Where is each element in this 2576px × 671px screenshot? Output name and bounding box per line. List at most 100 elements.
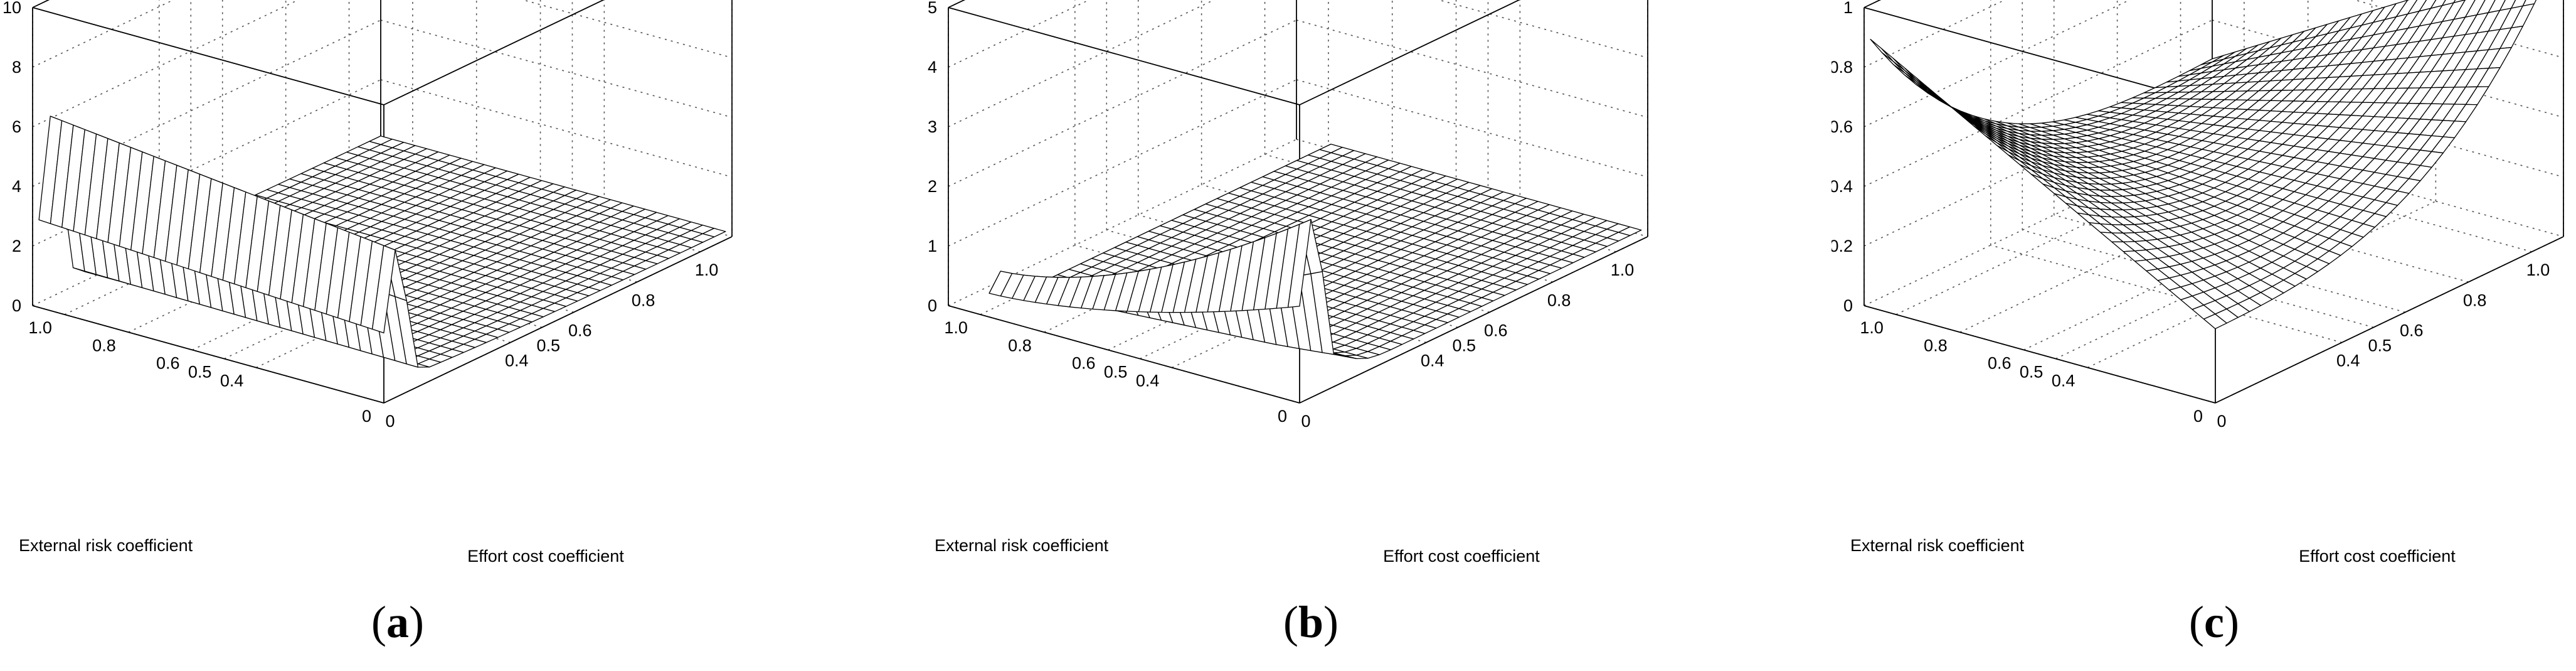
- z-tick-label: 0: [12, 296, 21, 315]
- surface-mesh: [38, 115, 726, 368]
- box-edge: [1299, 236, 1648, 404]
- y-tick-label: 0.6: [1072, 353, 1096, 372]
- panel-a: 0 2 4 6 8 10 0 0.4 0.5 0.6 0.8 1.0 0 0.4 0.5 0.6 0.8 1.0 E…: [0, 0, 859, 671]
- caption-letter: a: [386, 597, 409, 647]
- y-tick-label: 0.8: [92, 336, 116, 355]
- gridline-z: [948, 79, 1297, 247]
- x-tick-label: 0: [1301, 412, 1310, 431]
- z-tick-label: 0: [928, 296, 937, 315]
- box-edge: [32, 7, 384, 105]
- x-axis-label: Effort cost coefficient: [1383, 547, 1540, 566]
- caption-a: (a): [335, 596, 460, 648]
- y-tick-label: 1.0: [1860, 318, 1884, 337]
- y-tick-label: 0: [2193, 407, 2203, 426]
- y-axis-label: External risk coefficient: [19, 536, 193, 555]
- y-tick-label: 0.5: [188, 363, 212, 382]
- axes-box: [948, 0, 1648, 404]
- y-tick-label: 0.4: [220, 372, 244, 390]
- caption-letter: b: [1298, 597, 1324, 647]
- x-axis-label: Effort cost coefficient: [467, 547, 624, 566]
- gridline-z: [1863, 0, 2131, 127]
- box-edge: [2215, 236, 2564, 404]
- axis-labels: Effort cost coefficient External risk coe…: [19, 536, 624, 566]
- x-tick-label: 0.8: [2463, 291, 2487, 309]
- gridline-z: [32, 0, 50, 8]
- box-edge: [32, 0, 50, 8]
- gridline-z: [380, 19, 733, 118]
- z-tick-label: 1: [928, 237, 937, 255]
- x-tick-label: 0.4: [1421, 352, 1444, 370]
- surface-mesh: [1870, 0, 2537, 330]
- x-tick-label: 0.6: [1484, 321, 1508, 340]
- x-tick-label: 0.8: [1547, 291, 1571, 309]
- panel-b: 0 1 2 3 4 5 0 0.4 0.5 0.6 0.8 1.0 0 0.4 0.5 0.6 0.8 1.0 Ef…: [916, 0, 1774, 671]
- caption-open: (: [371, 597, 386, 647]
- y-tick-label: 0.4: [1136, 372, 1160, 390]
- caption-close: ): [1323, 597, 1338, 647]
- gridline-z: [32, 0, 299, 127]
- caption-b: (b): [1248, 596, 1374, 648]
- tick-labels: 0 2 4 6 8 10 0 0.4 0.5 0.6 0.8 1.0 0 0.4 0.5 0.6 0.8 1.0: [3, 0, 718, 431]
- gridline-z: [32, 0, 174, 68]
- y-axis-label: External risk coefficient: [935, 536, 1109, 555]
- gridline-x: [1990, 244, 2343, 343]
- x-tick-label: 0.5: [2368, 336, 2392, 355]
- box-edge: [948, 7, 1300, 105]
- surface-cell: [371, 245, 396, 334]
- z-tick-label: 6: [12, 117, 21, 136]
- y-tick-label: 0.6: [1988, 353, 2012, 372]
- caption-c: (c): [2151, 596, 2277, 648]
- y-axis-label: External risk coefficient: [1850, 536, 2025, 555]
- x-tick-label: 1.0: [1611, 260, 1635, 279]
- x-tick-label: 0: [385, 412, 395, 431]
- z-tick-label: 2: [928, 177, 937, 196]
- caption-close: ): [2224, 597, 2239, 647]
- caption-open: (: [1283, 597, 1298, 647]
- y-tick-label: 0: [1278, 407, 1287, 426]
- box-edge: [1863, 305, 2216, 404]
- axis-labels: Effort cost coefficient External risk coe…: [935, 536, 1540, 566]
- surface-plot-c: 0 0.2 0.4 0.6 0.8 1 0 0.4 0.5 0.6 0.8 1.0 0 0.4 0.5 0.6…: [1831, 0, 2564, 566]
- z-tick-label: 8: [12, 58, 21, 77]
- z-tick-label: 3: [928, 117, 937, 136]
- gridline-z: [521, 0, 733, 58]
- gridline-z: [948, 0, 965, 8]
- gridline-z: [1437, 0, 1648, 58]
- gridline-z: [1296, 79, 1648, 178]
- z-tick-label: 0.8: [1831, 58, 1853, 77]
- box-edge: [948, 0, 966, 8]
- z-tick-label: 1: [1843, 0, 1853, 17]
- caption-close: ): [409, 597, 424, 647]
- x-tick-label: 0.4: [505, 352, 529, 370]
- tick-labels: 0 1 2 3 4 5 0 0.4 0.5 0.6 0.8 1.0 0 0.4 0.5 0.6 0.8 1.0: [928, 0, 1634, 431]
- surface-mesh: [989, 144, 1642, 360]
- x-tick-label: 0.6: [568, 321, 592, 340]
- gridline-z: [948, 0, 1090, 68]
- gridline-z: [1863, 0, 2006, 68]
- z-tick-label: 5: [928, 0, 937, 17]
- y-tick-label: 0.5: [2020, 363, 2043, 382]
- box-edge: [32, 305, 384, 404]
- gridline-z: [1863, 0, 1881, 8]
- z-tick-label: 0.6: [1831, 117, 1853, 136]
- y-tick-label: 0.6: [156, 353, 180, 372]
- box-edge: [948, 305, 1300, 404]
- surface-plot-b: 0 1 2 3 4 5 0 0.4 0.5 0.6 0.8 1.0 0 0.4 0.5 0.6 0.8 1.0 Ef…: [916, 0, 1648, 566]
- y-tick-label: 0.5: [1104, 363, 1128, 382]
- surface-cell: [2203, 313, 2227, 330]
- x-tick-label: 0: [2217, 412, 2226, 431]
- box-edge: [1299, 0, 1520, 105]
- z-tick-label: 0.4: [1831, 177, 1853, 196]
- gridline-z: [1296, 19, 1648, 118]
- gridline-z: [948, 19, 1297, 187]
- y-tick-label: 0.8: [1924, 336, 1948, 355]
- gridline-z: [948, 0, 1215, 127]
- gridline-z: [380, 79, 733, 178]
- panel-c: 0 0.2 0.4 0.6 0.8 1 0 0.4 0.5 0.6 0.8 1.0 0 0.4 0.5 0.6…: [1831, 0, 2576, 671]
- y-tick-label: 1.0: [944, 318, 968, 337]
- x-tick-label: 0.6: [2400, 321, 2424, 340]
- box-edge: [1863, 0, 1882, 8]
- y-tick-label: 0.8: [1008, 336, 1032, 355]
- z-tick-label: 2: [12, 237, 21, 255]
- z-tick-label: 0: [1843, 296, 1853, 315]
